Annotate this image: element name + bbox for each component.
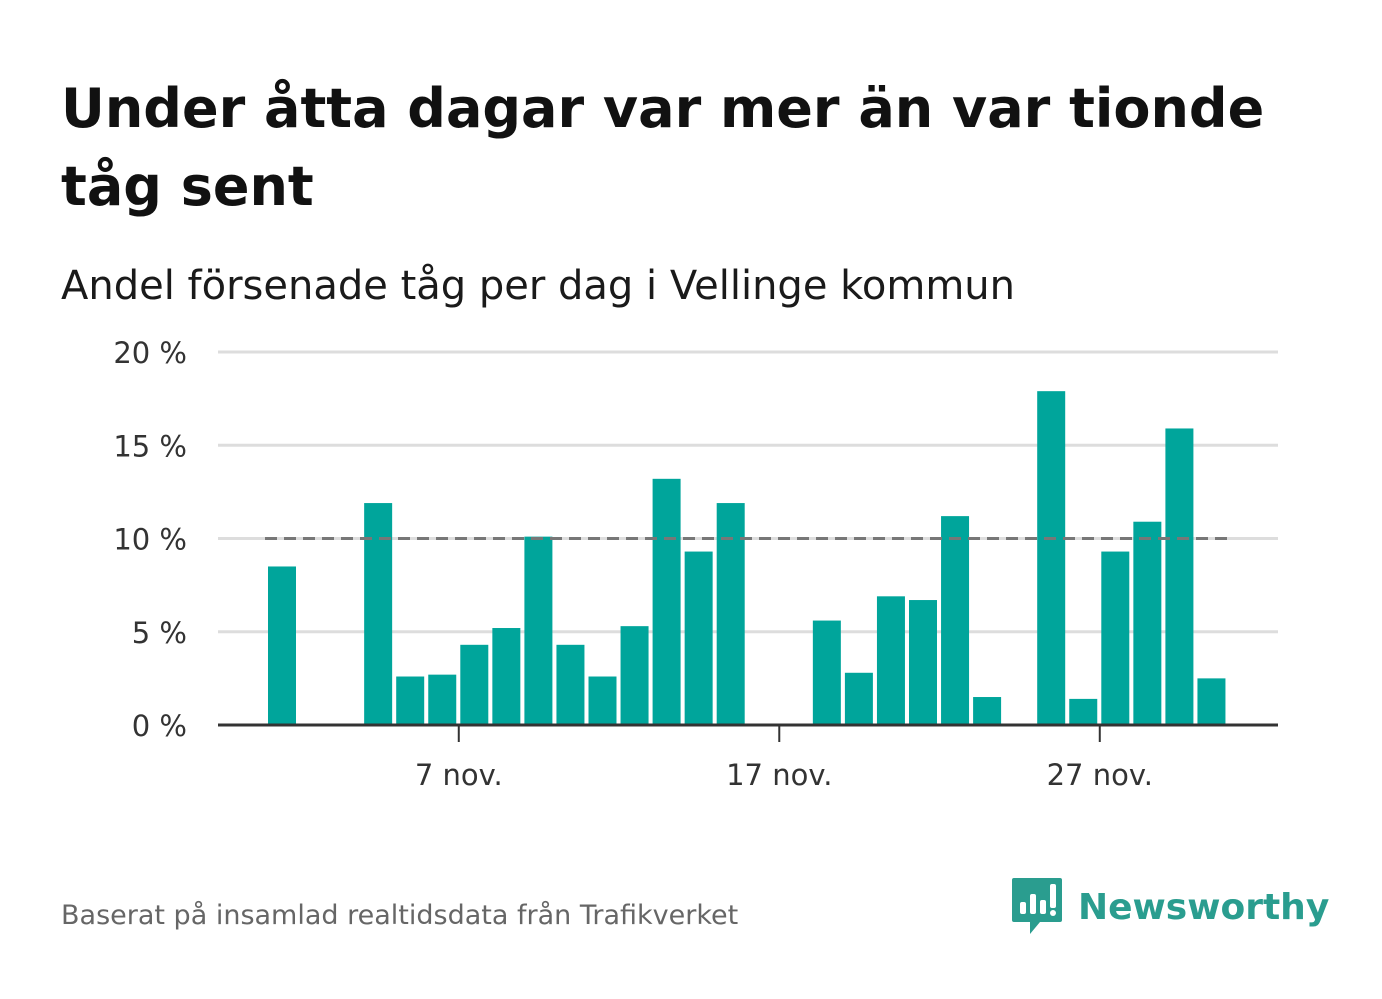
bar — [492, 628, 521, 725]
bar — [396, 676, 425, 725]
bar — [428, 674, 457, 725]
newsworthy-logo-icon — [1012, 878, 1062, 934]
bar — [973, 697, 1002, 725]
bar — [364, 503, 393, 725]
bar — [716, 503, 745, 725]
bar — [652, 478, 681, 725]
bar — [1101, 551, 1130, 725]
x-tick-label: 7 nov. — [415, 758, 503, 792]
y-axis-ticks: 0 % 5 % 10 % 15 % 20 % — [113, 336, 187, 743]
y-tick-label: 0 % — [132, 709, 187, 743]
bar — [268, 566, 296, 725]
y-tick-label: 15 % — [113, 429, 187, 463]
bar — [524, 536, 553, 725]
bar — [1165, 428, 1194, 725]
bar — [812, 620, 841, 725]
brand-name: Newsworthy — [1078, 886, 1330, 928]
bar — [909, 600, 937, 725]
y-tick-label: 20 % — [113, 336, 187, 370]
y-tick-label: 10 % — [113, 523, 187, 557]
x-tick-label: 27 nov. — [1047, 758, 1153, 792]
bar — [844, 672, 873, 725]
bar — [684, 551, 713, 725]
x-axis: 7 nov. 17 nov. 27 nov. — [218, 723, 1278, 792]
source-note: Baserat på insamlad realtidsdata från Tr… — [61, 900, 739, 931]
bar — [1133, 521, 1162, 725]
bar — [588, 676, 617, 725]
x-tick-label: 17 nov. — [726, 758, 832, 792]
chart-subtitle: Andel försenade tåg per dag i Vellinge k… — [61, 263, 1015, 309]
bar — [620, 626, 649, 725]
brand-logo: Newsworthy — [1010, 876, 1329, 938]
bar — [460, 644, 489, 725]
bar — [876, 596, 905, 725]
bar — [556, 644, 585, 725]
bar — [1069, 698, 1098, 725]
y-tick-label: 5 % — [132, 616, 187, 650]
bar — [1037, 391, 1066, 725]
bars — [268, 391, 1226, 725]
bar — [1197, 678, 1226, 725]
bar — [941, 516, 970, 725]
chart-title: Under åtta dagar var mer än var tionde t… — [61, 77, 1265, 218]
